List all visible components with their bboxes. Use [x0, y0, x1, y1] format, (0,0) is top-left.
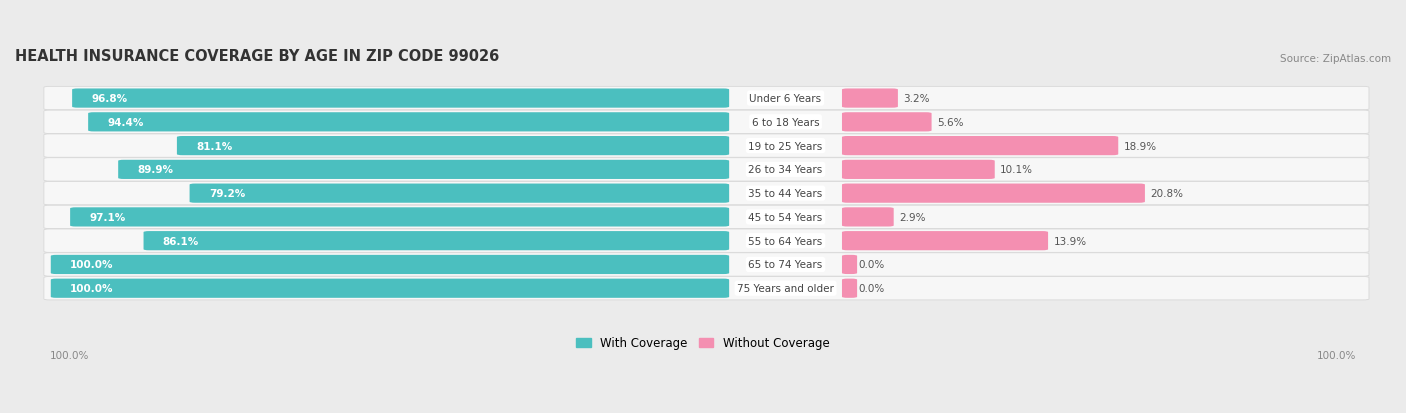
FancyBboxPatch shape — [44, 111, 1369, 134]
FancyBboxPatch shape — [842, 137, 1118, 156]
Text: 13.9%: 13.9% — [1053, 236, 1087, 246]
Text: 100.0%: 100.0% — [70, 260, 114, 270]
Text: 97.1%: 97.1% — [90, 212, 125, 222]
FancyBboxPatch shape — [44, 87, 1369, 111]
Text: 55 to 64 Years: 55 to 64 Years — [748, 236, 823, 246]
Text: 10.1%: 10.1% — [1000, 165, 1033, 175]
FancyBboxPatch shape — [72, 89, 730, 108]
FancyBboxPatch shape — [44, 135, 1369, 158]
FancyBboxPatch shape — [842, 89, 898, 108]
FancyBboxPatch shape — [44, 277, 1369, 300]
FancyBboxPatch shape — [190, 184, 730, 203]
Text: 81.1%: 81.1% — [197, 141, 232, 151]
FancyBboxPatch shape — [44, 158, 1369, 182]
Text: 2.9%: 2.9% — [900, 212, 925, 222]
Text: 26 to 34 Years: 26 to 34 Years — [748, 165, 823, 175]
Text: 0.0%: 0.0% — [859, 260, 884, 270]
Text: 5.6%: 5.6% — [936, 118, 963, 128]
FancyBboxPatch shape — [177, 137, 730, 156]
FancyBboxPatch shape — [70, 208, 730, 227]
FancyBboxPatch shape — [118, 160, 730, 180]
FancyBboxPatch shape — [51, 279, 730, 298]
Text: 75 Years and older: 75 Years and older — [737, 284, 834, 294]
Text: 96.8%: 96.8% — [91, 94, 128, 104]
Text: 20.8%: 20.8% — [1150, 189, 1184, 199]
FancyBboxPatch shape — [89, 113, 730, 132]
Text: 45 to 54 Years: 45 to 54 Years — [748, 212, 823, 222]
FancyBboxPatch shape — [842, 160, 994, 180]
Text: 6 to 18 Years: 6 to 18 Years — [752, 118, 820, 128]
FancyBboxPatch shape — [842, 184, 1144, 203]
FancyBboxPatch shape — [44, 230, 1369, 253]
FancyBboxPatch shape — [842, 232, 1047, 251]
Text: 86.1%: 86.1% — [163, 236, 200, 246]
Text: 3.2%: 3.2% — [904, 94, 929, 104]
FancyBboxPatch shape — [842, 113, 932, 132]
FancyBboxPatch shape — [51, 255, 730, 274]
FancyBboxPatch shape — [842, 208, 894, 227]
FancyBboxPatch shape — [143, 232, 730, 251]
Text: 79.2%: 79.2% — [209, 189, 245, 199]
Text: 65 to 74 Years: 65 to 74 Years — [748, 260, 823, 270]
Text: 100.0%: 100.0% — [1317, 350, 1357, 360]
FancyBboxPatch shape — [44, 253, 1369, 276]
FancyBboxPatch shape — [842, 279, 858, 298]
Text: 89.9%: 89.9% — [138, 165, 173, 175]
FancyBboxPatch shape — [44, 206, 1369, 229]
Text: 19 to 25 Years: 19 to 25 Years — [748, 141, 823, 151]
Text: 18.9%: 18.9% — [1123, 141, 1157, 151]
FancyBboxPatch shape — [44, 182, 1369, 205]
Text: 100.0%: 100.0% — [49, 350, 89, 360]
Text: 94.4%: 94.4% — [107, 118, 143, 128]
Legend: With Coverage, Without Coverage: With Coverage, Without Coverage — [572, 332, 834, 354]
Text: Under 6 Years: Under 6 Years — [749, 94, 821, 104]
Text: Source: ZipAtlas.com: Source: ZipAtlas.com — [1279, 54, 1391, 64]
Text: HEALTH INSURANCE COVERAGE BY AGE IN ZIP CODE 99026: HEALTH INSURANCE COVERAGE BY AGE IN ZIP … — [15, 49, 499, 64]
Text: 35 to 44 Years: 35 to 44 Years — [748, 189, 823, 199]
Text: 0.0%: 0.0% — [859, 284, 884, 294]
FancyBboxPatch shape — [842, 255, 858, 274]
Text: 100.0%: 100.0% — [70, 284, 114, 294]
